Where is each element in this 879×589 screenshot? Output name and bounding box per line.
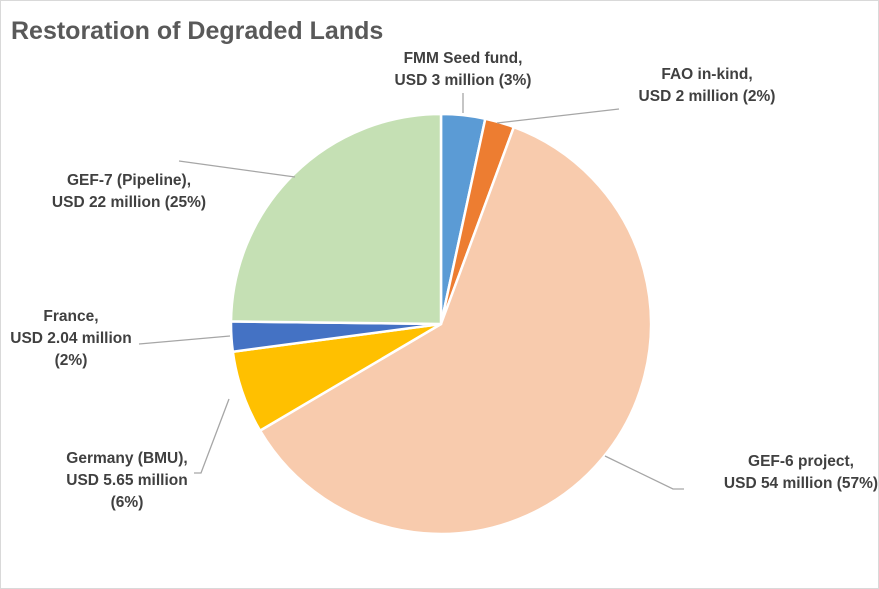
leader-line-germany-bmu bbox=[194, 398, 230, 474]
data-label-line: USD 54 million (57%) bbox=[724, 475, 878, 492]
data-label-line: USD 5.65 million bbox=[66, 472, 187, 489]
data-label-line: GEF-6 project, bbox=[748, 453, 854, 470]
data-label-germany-bmu: Germany (BMU), USD 5.65 million (6%) bbox=[66, 450, 187, 511]
data-label-gef-7-pipeline: GEF-7 (Pipeline), USD 22 million (25%) bbox=[52, 172, 206, 211]
pie-slice-gef-6-project bbox=[258, 125, 653, 536]
leader-line-france bbox=[138, 335, 231, 345]
data-label-fmm-seed-fund: FMM Seed fund, USD 3 million (3%) bbox=[395, 50, 532, 89]
data-label-line: USD 2.04 million bbox=[10, 330, 131, 347]
pie-slices bbox=[229, 112, 653, 536]
data-label-france: France, USD 2.04 million (2%) bbox=[10, 308, 131, 369]
leader-line-fao-in-kind bbox=[496, 108, 620, 124]
data-label-line: FAO in-kind, bbox=[661, 66, 752, 83]
chart-title: Restoration of Degraded Lands bbox=[11, 17, 384, 45]
data-label-fao-in-kind: FAO in-kind, USD 2 million (2%) bbox=[639, 66, 776, 105]
data-label-line: (6%) bbox=[111, 494, 144, 511]
pie-slice-gef-7-pipeline bbox=[229, 112, 443, 326]
data-label-line: (2%) bbox=[55, 352, 88, 369]
data-label-line: USD 2 million (2%) bbox=[639, 88, 776, 105]
leader-line-gef-6-project bbox=[604, 455, 684, 490]
data-label-line: USD 3 million (3%) bbox=[395, 72, 532, 89]
leader-line-gef-7-pipeline bbox=[178, 160, 296, 178]
data-label-line: GEF-7 (Pipeline), bbox=[67, 172, 191, 189]
data-label-line: France, bbox=[43, 308, 98, 325]
data-label-line: Germany (BMU), bbox=[66, 450, 187, 467]
data-label-line: USD 22 million (25%) bbox=[52, 194, 206, 211]
data-label-line: FMM Seed fund, bbox=[404, 50, 523, 67]
data-label-gef-6-project: GEF-6 project, USD 54 million (57%) bbox=[724, 453, 878, 492]
pie-labels: FMM Seed fund, USD 3 million (3%) FAO in-k… bbox=[10, 50, 878, 511]
